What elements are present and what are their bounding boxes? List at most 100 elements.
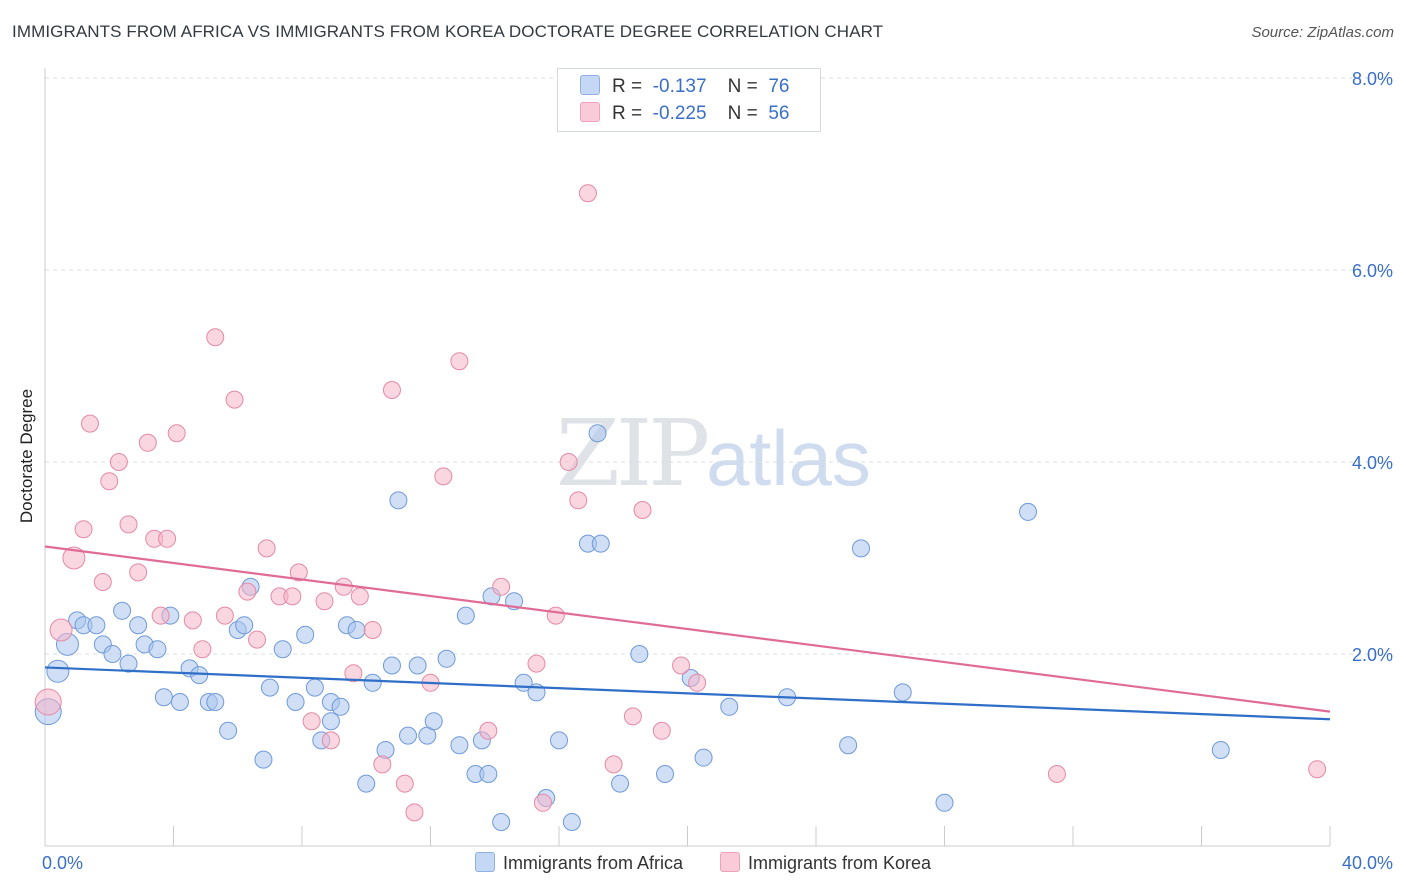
- africa-point: [893, 683, 912, 702]
- africa-trend-line: [44, 666, 1331, 721]
- korea-point: [321, 731, 340, 750]
- korea-point: [74, 520, 93, 539]
- korea-point: [151, 606, 170, 625]
- korea-point: [623, 707, 642, 726]
- africa-point: [839, 736, 858, 755]
- africa-point: [492, 813, 511, 831]
- korea-swatch: [580, 102, 600, 122]
- africa-point: [611, 774, 630, 793]
- africa-point: [119, 654, 138, 673]
- korea-point: [206, 328, 225, 347]
- stats-legend: R = -0.137 N = 76 R = -0.225 N = 56: [557, 68, 821, 132]
- korea-point: [302, 712, 321, 731]
- y-tick-label: 8.0%: [1352, 69, 1393, 89]
- korea-point: [350, 587, 369, 606]
- korea-point: [373, 755, 392, 774]
- korea-point: [193, 640, 212, 659]
- africa-point: [456, 606, 475, 625]
- korea-point: [238, 582, 257, 601]
- africa-point: [450, 736, 469, 755]
- korea-point: [527, 654, 546, 673]
- grid-lines: [45, 77, 1392, 655]
- africa-point: [347, 621, 366, 639]
- korea-point: [289, 563, 308, 582]
- y-tick-label: 6.0%: [1352, 261, 1393, 281]
- korea-point: [334, 577, 353, 596]
- korea-point: [62, 546, 86, 570]
- africa-point: [235, 616, 254, 635]
- korea-point: [80, 414, 99, 433]
- korea-point: [652, 721, 671, 740]
- korea-point: [138, 433, 157, 452]
- africa-point: [254, 750, 273, 769]
- africa-r-value: -0.137: [652, 76, 707, 97]
- korea-point: [578, 184, 597, 203]
- africa-point: [591, 534, 610, 553]
- korea-point: [405, 803, 424, 822]
- africa-point: [630, 645, 649, 663]
- africa-point: [190, 666, 209, 685]
- africa-point: [305, 678, 324, 697]
- korea-r-label: R =: [612, 103, 643, 124]
- korea-point: [215, 606, 234, 625]
- korea-point: [569, 491, 588, 510]
- africa-point: [321, 712, 340, 731]
- korea-point: [633, 501, 652, 519]
- source-label: Source: ZipAtlas.com: [1251, 24, 1394, 41]
- africa-point: [1211, 741, 1230, 759]
- korea-point: [109, 453, 128, 471]
- africa-point: [170, 693, 189, 711]
- korea-point: [479, 721, 498, 740]
- africa-point: [273, 640, 292, 659]
- africa-point: [363, 673, 382, 692]
- africa-point: [720, 697, 739, 716]
- stats-row-africa: R = -0.137 N = 76: [580, 75, 789, 99]
- africa-point: [389, 491, 408, 510]
- africa-swatch: [580, 75, 600, 95]
- y-tick-label: 4.0%: [1352, 453, 1393, 473]
- africa-point: [562, 813, 581, 831]
- africa-point: [296, 625, 315, 644]
- stats-row-korea: R = -0.225 N = 56: [580, 102, 789, 126]
- korea-point: [434, 467, 453, 486]
- axes: [44, 68, 1331, 847]
- africa-point: [286, 693, 305, 711]
- korea-point: [688, 673, 707, 692]
- korea-trend-line: [44, 545, 1331, 713]
- korea-point: [395, 774, 414, 793]
- korea-point: [344, 664, 363, 683]
- tick-labels: 2.0% 4.0% 6.0% 8.0% 0.0% 40.0%: [42, 69, 1393, 873]
- africa-point: [408, 656, 427, 675]
- korea-r-value: -0.225: [652, 103, 707, 124]
- korea-point: [183, 611, 202, 630]
- korea-n-label: N =: [727, 103, 758, 124]
- korea-point: [492, 577, 511, 596]
- africa-point: [260, 678, 279, 697]
- korea-point: [559, 453, 578, 471]
- chart-title: IMMIGRANTS FROM AFRICA VS IMMIGRANTS FRO…: [12, 22, 884, 41]
- legend-swatch-korea: [720, 852, 740, 872]
- africa-point: [399, 726, 418, 745]
- korea-point: [129, 563, 148, 582]
- korea-point: [672, 656, 691, 675]
- korea-point: [1308, 760, 1327, 779]
- x-tick-label-max: 40.0%: [1342, 853, 1393, 873]
- korea-point: [119, 515, 138, 534]
- africa-point: [331, 697, 350, 716]
- africa-point: [1019, 502, 1038, 521]
- korea-point: [546, 606, 565, 625]
- legend-item-africa[interactable]: Immigrants from Africa: [474, 852, 683, 874]
- korea-point: [382, 381, 401, 399]
- legend-item-korea[interactable]: Immigrants from Korea: [720, 852, 931, 874]
- legend-swatch-africa: [474, 852, 495, 872]
- korea-point: [604, 755, 623, 774]
- legend-label-africa: Immigrants from Africa: [502, 853, 683, 873]
- africa-point: [148, 640, 167, 659]
- africa-point: [656, 765, 675, 783]
- watermark-zip: ZIP: [556, 400, 710, 507]
- africa-point: [113, 601, 132, 620]
- korea-point: [450, 352, 469, 371]
- korea-point: [34, 688, 62, 716]
- korea-point: [283, 587, 302, 606]
